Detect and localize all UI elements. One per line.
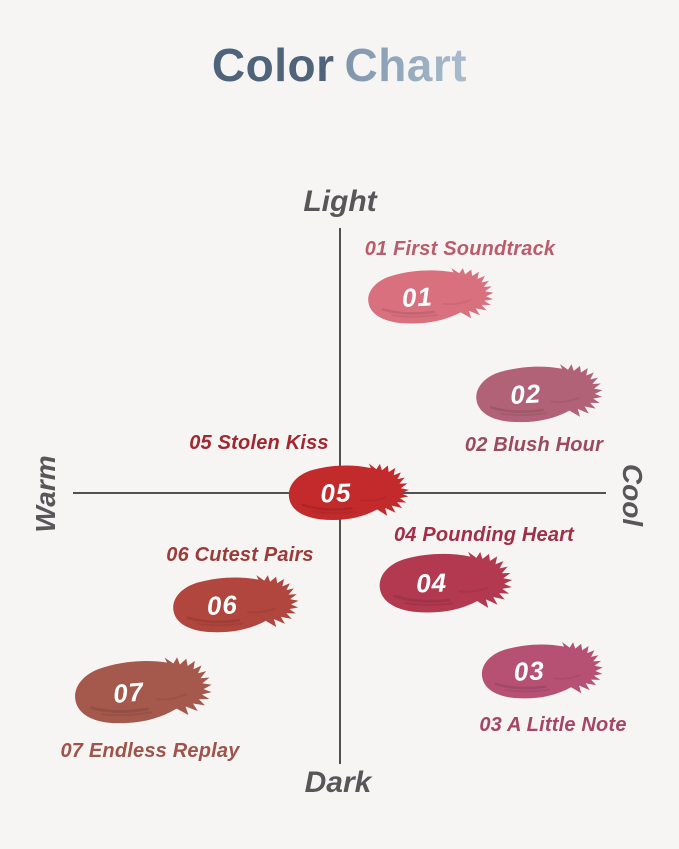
swatch-number-05: 05	[319, 477, 352, 509]
swatch-number-02: 02	[509, 378, 542, 411]
swatch-number-07: 07	[111, 675, 146, 709]
shade-label-07: 07 Endless Replay	[60, 740, 240, 762]
axis-label-light: Light	[303, 185, 377, 218]
swatch-04: 04	[370, 546, 520, 622]
swatch-07: 07	[63, 649, 222, 736]
axis-label-warm: Warm	[30, 455, 61, 533]
swatch-06: 06	[163, 569, 306, 642]
swatch-number-03: 03	[513, 655, 546, 688]
swatch-02: 02	[466, 358, 610, 432]
axis-label-cool: Cool	[617, 463, 648, 527]
shade-label-05: 05 Stolen Kiss	[189, 432, 329, 454]
swatch-03: 03	[472, 637, 610, 709]
shade-label-02: 02 Blush Hour	[464, 434, 604, 456]
swatch-number-01: 01	[401, 281, 434, 313]
swatch-number-06: 06	[206, 589, 239, 621]
page-title: Color Chart	[0, 38, 679, 92]
swatch-05: 05	[280, 459, 416, 530]
shade-label-06: 06 Cutest Pairs	[166, 544, 314, 566]
axis-label-dark: Dark	[304, 766, 372, 799]
shade-label-01: 01 First Soundtrack	[364, 238, 556, 260]
shade-label-04: 04 Pounding Heart	[393, 524, 575, 546]
shade-label-03: 03 A Little Note	[479, 714, 627, 736]
title-word-color: Color	[211, 39, 335, 91]
swatch-01: 01	[358, 262, 501, 333]
swatch-number-04: 04	[415, 567, 448, 599]
title-word-chart: Chart	[344, 39, 468, 91]
